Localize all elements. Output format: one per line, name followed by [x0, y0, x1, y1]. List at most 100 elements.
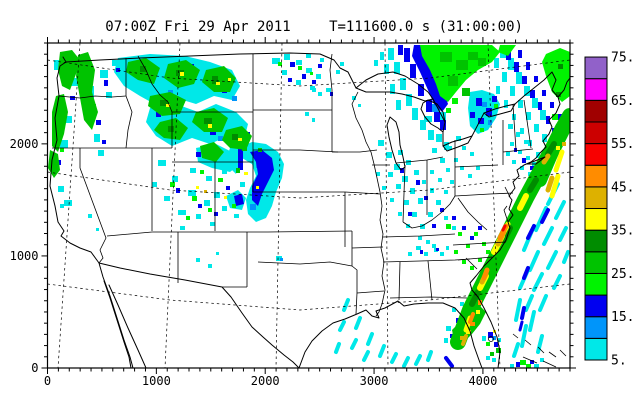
precip-cell [558, 114, 562, 120]
precip-cell [482, 336, 486, 341]
precip-cell [538, 102, 542, 110]
precip-blob [200, 142, 224, 162]
precip-cell [428, 130, 434, 140]
precip-cell [64, 200, 72, 206]
precip-cell [510, 142, 514, 146]
precip-cell [214, 192, 220, 198]
precip-cell [530, 360, 534, 364]
precip-cell [374, 60, 378, 66]
precip-cell [152, 182, 157, 187]
precip-cell [240, 182, 245, 187]
precip-cell [310, 72, 313, 75]
precip-cell [406, 94, 412, 106]
precip-cell [414, 170, 419, 175]
precip-cell [400, 78, 406, 90]
precip-cell [436, 134, 442, 142]
precip-cell [452, 216, 456, 220]
coastlines [49, 56, 570, 368]
precip-cell [432, 244, 436, 248]
precip-band [534, 206, 548, 232]
precip-cell [408, 212, 412, 216]
precip-cell [418, 198, 423, 204]
precip-cell [540, 358, 544, 362]
precip-blob [52, 94, 68, 152]
precip-cell [396, 100, 401, 110]
precip-blob [48, 150, 60, 178]
colorbar-swatch-green [584, 251, 608, 274]
precip-cell [312, 118, 315, 122]
precip-cell [234, 214, 239, 218]
precip-cell [278, 62, 282, 66]
precip-cell [320, 58, 324, 62]
precip-cell [406, 224, 410, 228]
precip-cell [302, 74, 306, 79]
colorbar-swatch-cyan [584, 337, 608, 361]
title-timestamp: 07:00Z Fri 29 Apr 2011 [105, 19, 290, 35]
precip-cell [176, 188, 180, 193]
precip-cell [488, 332, 493, 338]
precip-cell [100, 70, 108, 78]
precip-cell [54, 60, 60, 70]
colorbar-label: 15. [611, 310, 634, 325]
precip-cell [336, 70, 340, 74]
precip-cell [256, 186, 259, 189]
precip-cell [198, 204, 202, 208]
precip-cell [446, 168, 450, 172]
precip-cell [380, 52, 384, 60]
colorbar-label: 25. [611, 267, 634, 282]
colorbar-swatch-dgreen [584, 229, 608, 253]
precipitation-field [48, 45, 570, 368]
precip-cell [522, 76, 527, 84]
precip-cell [218, 178, 223, 182]
precip-cell [186, 216, 190, 220]
precip-band [390, 352, 398, 364]
precip-cell [476, 98, 482, 106]
precip-cell [416, 180, 420, 185]
precip-band [512, 342, 520, 358]
precip-cell [444, 190, 448, 194]
precip-cell [238, 148, 243, 170]
precip-band [549, 173, 561, 199]
precip-cell [168, 126, 174, 132]
precip-cell [306, 54, 311, 58]
precip-cell [208, 264, 212, 268]
precip-cell [402, 176, 408, 182]
colorbar-swatch-magenta [584, 78, 608, 101]
precip-band [553, 149, 565, 173]
precip-cell [70, 78, 78, 86]
precip-cell [554, 84, 562, 92]
precip-cell [398, 150, 403, 155]
colorbar-label: 75. [611, 51, 634, 66]
precip-cell [492, 96, 497, 102]
precip-layer-green [48, 50, 570, 356]
precip-cell [192, 196, 197, 201]
precip-cell [512, 160, 516, 164]
precip-cell [196, 186, 199, 189]
precip-cell [140, 66, 146, 72]
precip-cell [486, 250, 490, 254]
precip-cell [398, 212, 402, 216]
precip-cell [456, 60, 468, 70]
precip-cell [446, 224, 451, 229]
precip-cell [102, 140, 106, 144]
precip-cell [214, 212, 218, 216]
precip-cell [462, 88, 470, 96]
precip-cell [58, 186, 64, 192]
precip-cell [470, 152, 474, 156]
precip-band [562, 250, 570, 264]
precip-cell [352, 96, 356, 100]
precip-cell [398, 45, 403, 55]
precip-cell [190, 168, 196, 173]
axis-ticks: 0 1000 2000 3000 4000 0 1000 2000 [10, 37, 576, 388]
precip-cell [482, 102, 487, 107]
precip-cell [508, 124, 513, 129]
precip-cell [216, 82, 220, 85]
precip-cell [116, 68, 120, 72]
precip-cell [462, 226, 466, 230]
precip-cell [492, 358, 496, 362]
precip-cell [430, 104, 440, 112]
precip-cell [496, 86, 500, 94]
precip-cell [98, 150, 104, 156]
precip-cell [218, 136, 223, 141]
precip-cell [520, 128, 524, 134]
